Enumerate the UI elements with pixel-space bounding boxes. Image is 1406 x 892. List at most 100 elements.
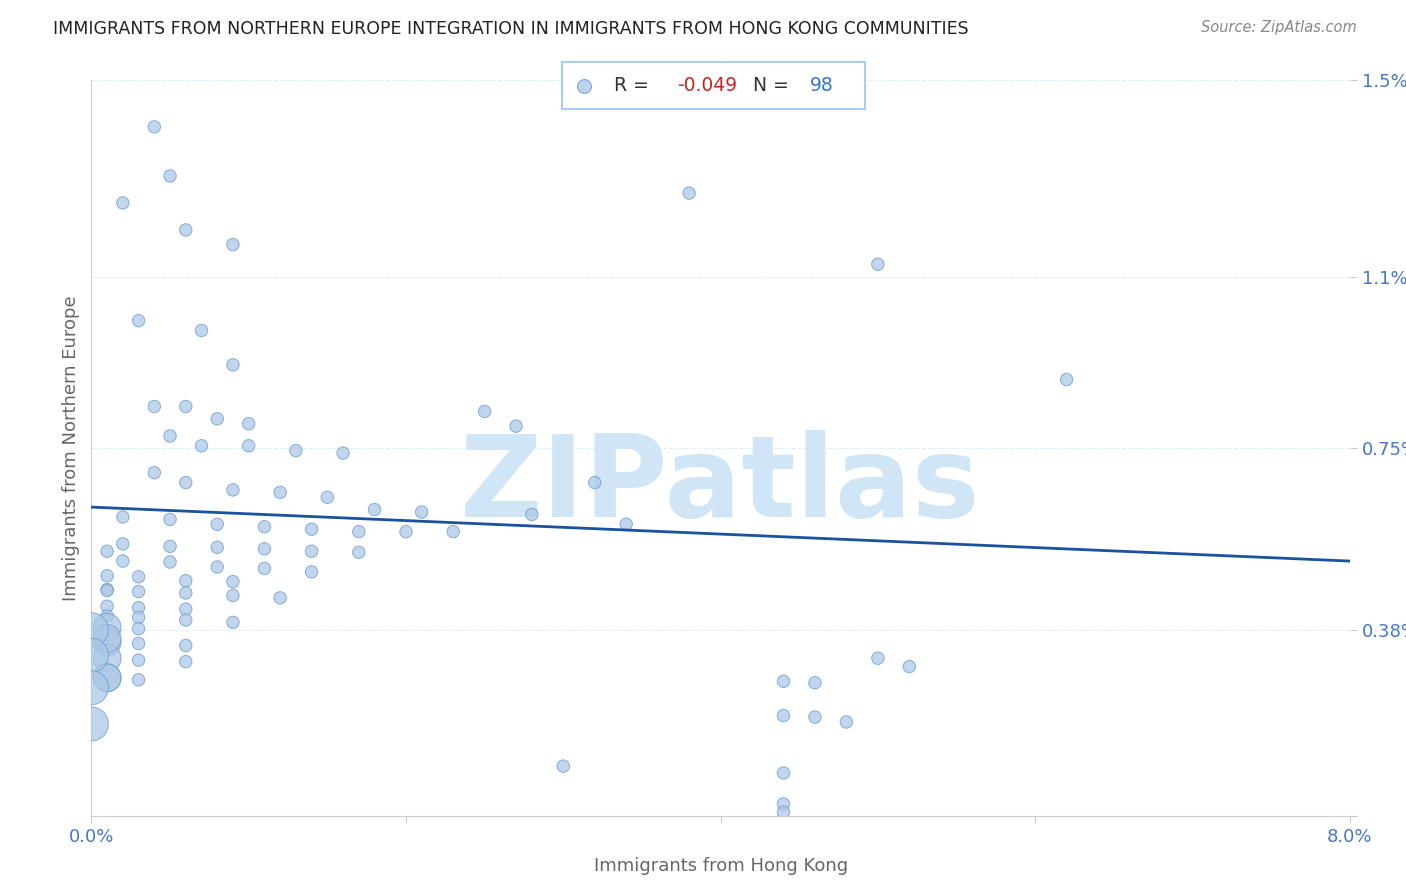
Point <box>96 671 118 685</box>
Point <box>253 519 276 533</box>
Point <box>205 541 228 555</box>
Point <box>159 539 181 553</box>
Point <box>835 714 858 729</box>
Point <box>174 475 197 490</box>
Text: IMMIGRANTS FROM NORTHERN EUROPE INTEGRATION IN IMMIGRANTS FROM HONG KONG COMMUNI: IMMIGRANTS FROM NORTHERN EUROPE INTEGRAT… <box>53 20 969 37</box>
Point <box>301 544 323 558</box>
Point <box>96 635 118 649</box>
Point <box>222 483 245 497</box>
Point <box>159 429 181 443</box>
Point <box>347 545 370 559</box>
Point <box>96 583 118 598</box>
Point <box>128 314 150 328</box>
Point <box>520 508 543 522</box>
Point <box>411 505 433 519</box>
Point <box>772 766 794 780</box>
Point <box>347 524 370 539</box>
Point <box>332 446 354 460</box>
Point <box>441 524 464 539</box>
Point <box>253 561 276 575</box>
Point <box>583 475 606 490</box>
Point <box>174 613 197 627</box>
Point <box>205 560 228 574</box>
Point <box>866 257 889 271</box>
Point <box>772 797 794 811</box>
Point <box>205 412 228 426</box>
Point <box>804 675 827 690</box>
Point <box>80 623 103 637</box>
Point <box>159 512 181 526</box>
Point <box>128 622 150 636</box>
Point <box>505 419 527 434</box>
Point <box>80 648 103 663</box>
Point <box>678 186 700 201</box>
Point <box>190 439 212 453</box>
Point <box>222 574 245 589</box>
Point <box>128 584 150 599</box>
Point <box>111 196 134 211</box>
Point <box>772 805 794 820</box>
Point <box>316 491 339 505</box>
Point <box>80 681 103 695</box>
Point <box>301 522 323 536</box>
Point <box>174 400 197 414</box>
Point <box>363 502 385 516</box>
Point <box>174 602 197 616</box>
Point <box>80 717 103 731</box>
Point <box>111 510 134 524</box>
Point <box>143 120 166 134</box>
Point <box>128 610 150 624</box>
Point <box>174 223 197 237</box>
Text: -0.049: -0.049 <box>678 76 737 95</box>
Text: N =: N = <box>752 76 794 95</box>
Point <box>222 237 245 252</box>
Point <box>614 517 637 532</box>
Point <box>143 400 166 414</box>
Point <box>222 615 245 630</box>
Point <box>174 655 197 669</box>
Point <box>222 358 245 372</box>
Point <box>128 570 150 584</box>
Point <box>474 404 496 418</box>
Point <box>772 708 794 723</box>
Point <box>866 651 889 665</box>
Point <box>898 659 921 673</box>
Point <box>96 620 118 634</box>
Point <box>253 541 276 556</box>
Y-axis label: Immigrants from Northern Europe: Immigrants from Northern Europe <box>62 295 80 601</box>
Point <box>205 517 228 532</box>
Point <box>174 574 197 588</box>
Point <box>96 599 118 614</box>
Point <box>174 639 197 653</box>
X-axis label: Immigrants from Hong Kong: Immigrants from Hong Kong <box>593 857 848 875</box>
Point <box>395 524 418 539</box>
Point <box>269 485 291 500</box>
Point <box>238 439 260 453</box>
Point <box>143 466 166 480</box>
Text: R =: R = <box>614 76 655 95</box>
Point <box>1056 373 1078 387</box>
Point <box>96 569 118 583</box>
Point <box>159 555 181 569</box>
Point <box>772 674 794 689</box>
Point <box>284 443 307 458</box>
Point <box>128 600 150 615</box>
Point <box>553 759 575 773</box>
Point <box>96 609 118 624</box>
Point <box>238 417 260 431</box>
Text: Source: ZipAtlas.com: Source: ZipAtlas.com <box>1201 20 1357 35</box>
Point <box>128 673 150 687</box>
Point <box>222 589 245 603</box>
Point <box>128 636 150 650</box>
Point <box>159 169 181 183</box>
Point <box>96 544 118 558</box>
Point <box>174 586 197 600</box>
Text: 98: 98 <box>810 76 834 95</box>
Point <box>111 554 134 568</box>
Point <box>96 632 118 646</box>
Point <box>96 671 118 685</box>
Point <box>804 710 827 724</box>
Point <box>269 591 291 605</box>
Point <box>111 537 134 551</box>
Point <box>128 653 150 667</box>
